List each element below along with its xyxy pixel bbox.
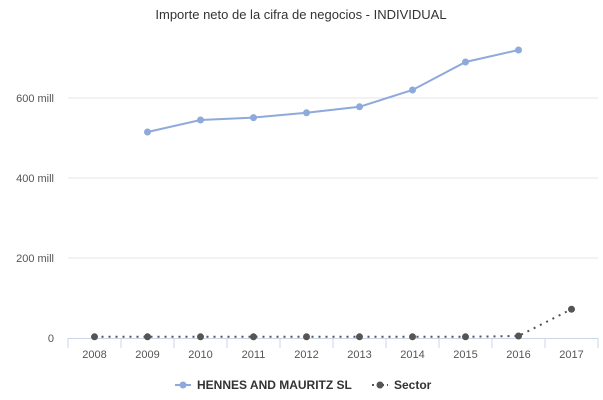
x-tick-label: 2012 [294, 349, 318, 361]
legend[interactable]: HENNES AND MAURITZ SL Sector [175, 378, 432, 392]
x-tick-label: 2010 [188, 349, 212, 361]
data-point[interactable] [197, 333, 204, 341]
x-tick-label: 2008 [82, 349, 106, 361]
y-tick-label: 400 mill [16, 173, 54, 185]
data-point[interactable] [515, 332, 522, 340]
data-point[interactable] [568, 305, 575, 313]
data-point[interactable] [303, 109, 310, 117]
x-tick-label: 2013 [347, 349, 371, 361]
y-tick-label: 200 mill [16, 253, 54, 265]
x-tick-label: 2015 [453, 349, 477, 361]
legend-item[interactable]: Sector [372, 378, 432, 392]
chart-title: Importe neto de la cifra de negocios - I… [155, 7, 446, 22]
series-layer [91, 46, 575, 341]
series-1 [91, 305, 575, 341]
data-point[interactable] [303, 333, 310, 341]
y-tick-label: 0 [48, 333, 54, 345]
series-line [147, 49, 519, 133]
data-point[interactable] [356, 103, 363, 111]
x-tick-label: 2009 [135, 349, 159, 361]
data-point[interactable] [462, 58, 469, 66]
data-point[interactable] [462, 333, 469, 341]
x-tick-label: 2017 [559, 349, 583, 361]
legend-marker [179, 381, 187, 389]
y-tick-label: 600 mill [16, 93, 54, 105]
legend-label: HENNES AND MAURITZ SL [197, 378, 352, 392]
data-point[interactable] [197, 116, 204, 124]
x-axis: 2008 2009 2010 2011 2012 2013 2014 2015 2016 2017 [67, 338, 599, 361]
legend-marker [376, 381, 384, 389]
data-point[interactable] [515, 46, 522, 54]
grid-lines [68, 97, 598, 259]
data-point[interactable] [144, 128, 151, 136]
legend-label: Sector [394, 378, 432, 392]
y-axis: 0 200 mill 400 mill 600 mill [16, 93, 54, 345]
x-tick-label: 2016 [506, 349, 530, 361]
legend-item[interactable]: HENNES AND MAURITZ SL [175, 378, 352, 392]
x-tick-label: 2014 [400, 349, 424, 361]
data-point[interactable] [91, 333, 98, 341]
data-point[interactable] [409, 333, 416, 341]
series-0 [144, 46, 522, 136]
data-point[interactable] [144, 333, 151, 341]
data-point[interactable] [250, 114, 257, 122]
data-point[interactable] [409, 86, 416, 94]
series-line [94, 308, 572, 338]
data-point[interactable] [250, 333, 257, 341]
data-point[interactable] [356, 333, 363, 341]
x-tick-label: 2011 [242, 349, 266, 361]
